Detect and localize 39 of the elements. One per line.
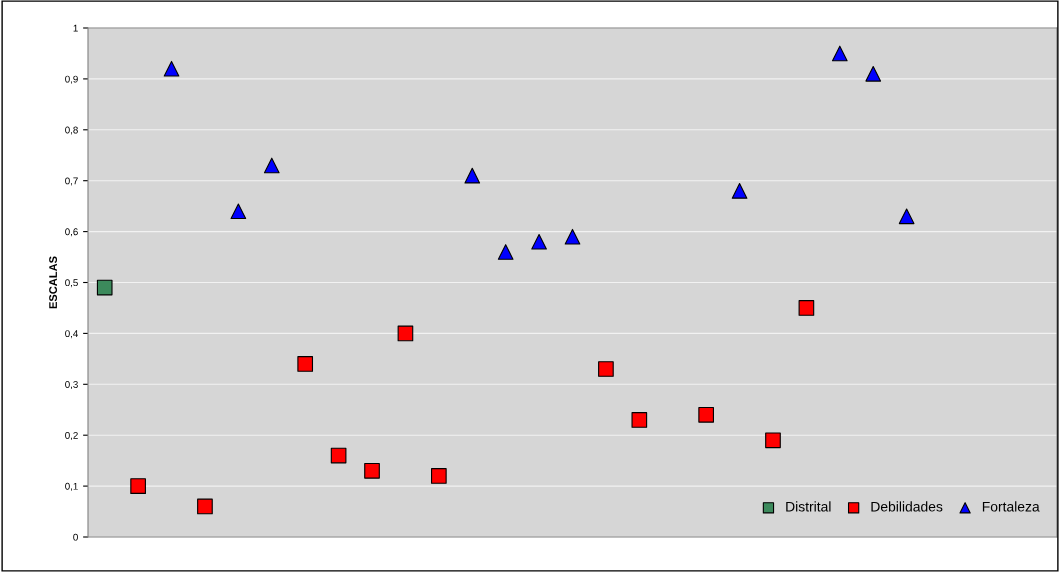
y-tick-label: 1 bbox=[73, 24, 78, 32]
point bbox=[197, 498, 213, 515]
point bbox=[364, 462, 380, 479]
point bbox=[96, 279, 113, 296]
point bbox=[163, 60, 180, 77]
y-tick-label: 0,2 bbox=[65, 431, 78, 440]
point bbox=[497, 244, 514, 260]
point bbox=[831, 45, 848, 62]
point bbox=[263, 157, 280, 174]
legend-label: Distrital bbox=[786, 501, 831, 512]
point bbox=[598, 361, 614, 377]
y-tick-label: 0,5 bbox=[65, 279, 78, 288]
point bbox=[631, 412, 648, 428]
point bbox=[898, 208, 915, 225]
point bbox=[397, 325, 414, 342]
point bbox=[431, 468, 447, 484]
point bbox=[765, 432, 781, 449]
y-tick-label: 0 bbox=[73, 533, 78, 541]
point bbox=[798, 300, 815, 316]
y-axis-title: ESCALAS bbox=[49, 256, 58, 309]
point bbox=[564, 228, 581, 245]
point bbox=[297, 356, 314, 372]
point bbox=[230, 203, 247, 220]
y-tick-label: 0,8 bbox=[65, 126, 78, 135]
y-tick-label: 0,1 bbox=[65, 482, 78, 491]
point bbox=[865, 65, 882, 82]
y-tick-label: 0,9 bbox=[65, 75, 78, 84]
point bbox=[698, 407, 714, 423]
point bbox=[731, 183, 748, 199]
legend-label: Debilidades bbox=[871, 501, 943, 512]
y-tick-label: 0,4 bbox=[65, 330, 78, 339]
legend-label: Fortaleza bbox=[982, 501, 1040, 512]
y-tick-label: 0,7 bbox=[65, 177, 78, 186]
y-tick-label: 0,6 bbox=[65, 228, 78, 237]
point bbox=[531, 233, 547, 250]
point bbox=[464, 167, 481, 184]
point bbox=[330, 447, 347, 464]
y-tick-label: 0,3 bbox=[65, 381, 78, 390]
point bbox=[130, 478, 146, 494]
